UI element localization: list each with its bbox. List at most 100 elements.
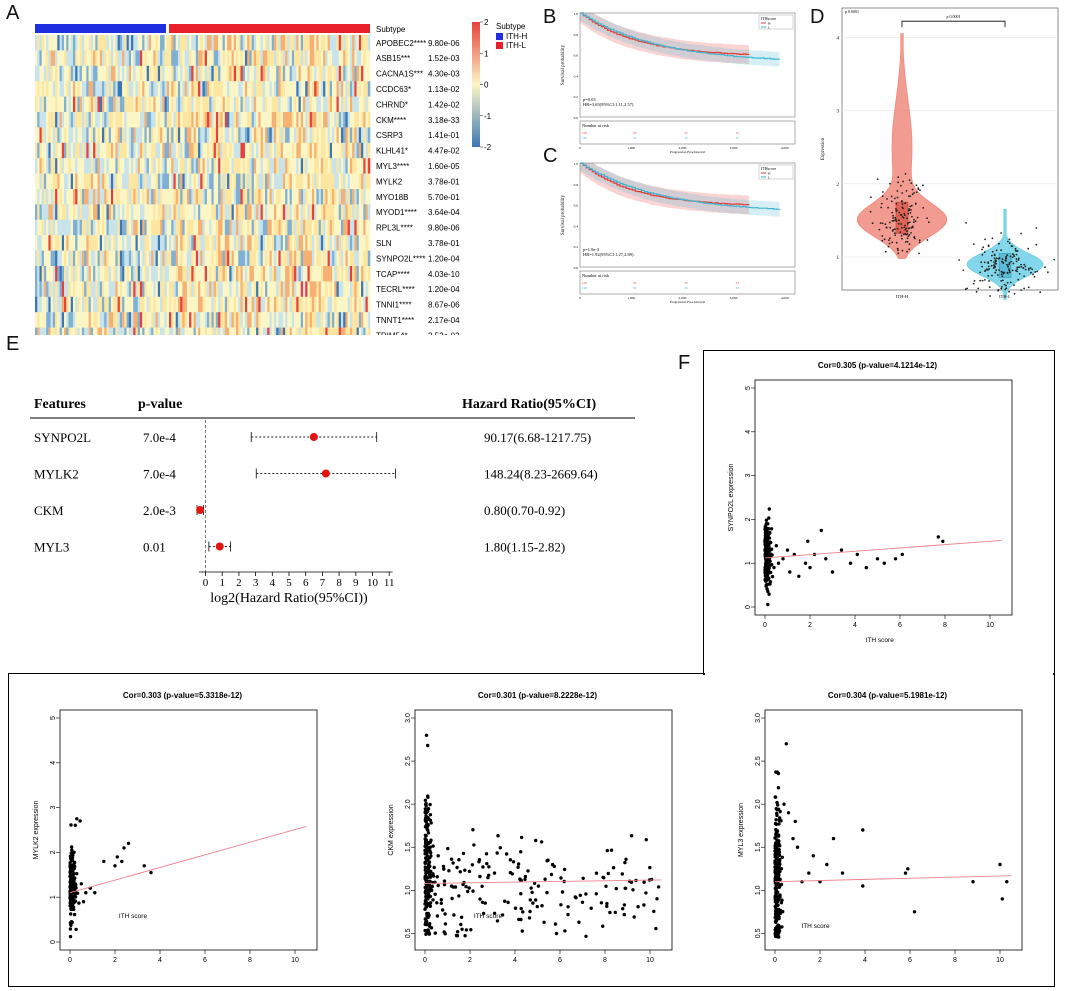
scatter-point xyxy=(498,846,502,850)
violin-point-l xyxy=(1013,255,1016,258)
violin-point-l xyxy=(1008,262,1011,264)
violin-point-h xyxy=(919,189,921,192)
panel-letter-a: A xyxy=(6,2,20,24)
scatter-point xyxy=(72,863,76,867)
gene-pvalue: 1.52e-03 xyxy=(428,54,460,63)
violin-point-l xyxy=(1008,263,1010,266)
scatter-point xyxy=(466,889,470,894)
scatter-point xyxy=(1005,880,1009,884)
violin-point-h xyxy=(898,211,901,214)
violin-point-h xyxy=(894,228,896,231)
scatter-y-tick-label: 2 xyxy=(50,850,57,854)
scatter-x-tick-label: 10 xyxy=(291,957,299,964)
violin-point-l xyxy=(1024,268,1027,271)
scatter-point xyxy=(777,818,782,823)
scatter-point xyxy=(74,927,78,932)
violin-point-l xyxy=(1032,273,1034,276)
scatter-point xyxy=(452,913,456,917)
violin-point-l xyxy=(1020,265,1023,268)
scatter-point xyxy=(425,911,429,916)
legend-label: ITH-L xyxy=(506,41,527,50)
scatter-point xyxy=(423,901,428,905)
scatter-y-tick-label: 0 xyxy=(745,605,752,609)
violin-point-h xyxy=(912,226,914,229)
scatter-title: Cor=0.304 (p-value=5.1981e-12) xyxy=(828,691,948,700)
violin-point-l xyxy=(1012,253,1015,256)
km-risk-count: 160 xyxy=(582,286,587,290)
violin-point-h xyxy=(897,181,899,184)
scatter-points xyxy=(68,817,153,939)
violin-point-l xyxy=(962,269,965,272)
scatter-point xyxy=(443,922,448,926)
heatmap-cells xyxy=(35,35,371,335)
scatter-point xyxy=(423,849,427,853)
forest-x-tick-label: 3 xyxy=(253,577,259,589)
scatter-point xyxy=(629,834,634,838)
scatter-point xyxy=(767,576,771,580)
scatter-y-tick-label: 1 xyxy=(745,561,752,565)
violin-point-h xyxy=(915,191,918,194)
scatter-point xyxy=(768,541,772,545)
violin-point-l xyxy=(1011,256,1014,259)
gene-label: APOBEC2**** xyxy=(376,39,426,48)
violin-point-h xyxy=(904,224,906,227)
scatter-point xyxy=(428,802,432,807)
scatter-point xyxy=(68,927,73,931)
scatter-point xyxy=(552,864,556,869)
violin-point-l xyxy=(1008,242,1011,245)
scatter-point xyxy=(472,843,476,847)
scatter-point xyxy=(71,875,75,879)
scatter-point xyxy=(784,742,788,746)
scatter-point xyxy=(149,870,153,875)
violin-point-l xyxy=(1008,238,1011,241)
scatter-point xyxy=(542,920,546,924)
scatter-point xyxy=(69,845,74,849)
violin-point-h xyxy=(913,236,916,238)
scatter-point xyxy=(800,880,804,884)
scatter-point xyxy=(768,548,772,552)
violin-point-h xyxy=(917,187,920,189)
scatter-point xyxy=(861,828,865,832)
scatter-fit-line xyxy=(69,825,307,894)
scatter-y-label: CKM expression xyxy=(388,804,395,855)
scatter-point xyxy=(519,906,523,911)
scatter-point xyxy=(791,836,795,841)
scatter-point xyxy=(971,880,975,884)
violin-point-l xyxy=(996,274,999,276)
scatter-point xyxy=(464,884,468,889)
scatter-title: Cor=0.303 (p-value=5.3318e-12) xyxy=(123,691,243,700)
scatter-point xyxy=(79,882,83,886)
scatter-point xyxy=(464,928,469,932)
violin-point-h xyxy=(904,173,907,175)
km-y-tick: 1.0 xyxy=(574,12,579,16)
scatter-point xyxy=(775,925,779,929)
scatter-point xyxy=(777,822,781,826)
violin-point-h xyxy=(916,216,919,219)
scatter-point xyxy=(77,901,81,905)
scatter-point xyxy=(776,840,780,845)
violin-point-h xyxy=(871,222,874,225)
scatter-point xyxy=(792,552,796,557)
scatter-point xyxy=(774,544,778,548)
scatter-point xyxy=(776,561,781,565)
scatter-y-tick-label: 0.5 xyxy=(405,928,412,938)
scatter-point xyxy=(68,880,72,884)
violin-point-h xyxy=(908,227,911,229)
scatter-point xyxy=(425,889,430,893)
scatter-point xyxy=(142,864,146,868)
violin-point-l xyxy=(1030,271,1032,274)
scatter-point xyxy=(68,861,72,865)
violin-point-l xyxy=(983,261,986,264)
scatter-point xyxy=(776,771,781,776)
gene-pvalue: 1.20e-04 xyxy=(428,254,460,263)
violin-point-l xyxy=(1008,290,1010,293)
scatter-point xyxy=(900,552,904,557)
scatter-point xyxy=(559,876,563,880)
scatter-point xyxy=(481,911,486,916)
scatter-point xyxy=(764,550,768,555)
violin-y-tick: 1 xyxy=(837,256,840,261)
scatter-point xyxy=(545,890,549,895)
violin-point-h xyxy=(910,204,913,207)
violin-point-l xyxy=(1015,269,1017,272)
violin-point-h xyxy=(887,245,890,248)
